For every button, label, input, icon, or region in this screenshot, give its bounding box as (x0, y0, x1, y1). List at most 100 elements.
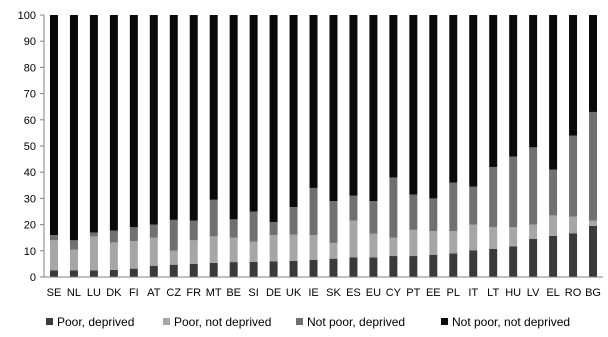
bar-segment-poor-deprived (469, 250, 478, 277)
y-tick-label: 70 (24, 89, 36, 101)
bar-segment-not-poor-not-deprived (229, 15, 238, 220)
bar-stack-dk (109, 15, 118, 277)
bar-segment-poor-deprived (369, 257, 378, 277)
legend-item: Not poor, not deprived (441, 315, 570, 329)
bar-segment-poor-deprived (269, 261, 278, 277)
x-tick-label: EL (546, 287, 559, 299)
bar-stack-el (549, 15, 558, 277)
bar-stack-eu (369, 15, 378, 277)
bar-segment-not-poor-not-deprived (69, 15, 78, 241)
bar-segment-poor-not-deprived (129, 241, 138, 269)
bar-segment-poor-deprived (309, 259, 318, 277)
bar-segment-not-poor-deprived (189, 220, 198, 241)
bar-segment-not-poor-not-deprived (509, 15, 518, 157)
bar-segment-poor-deprived (409, 256, 418, 277)
legend-label: Not poor, deprived (307, 315, 405, 329)
y-tick-label: 40 (24, 167, 36, 179)
y-tick-label: 0 (30, 272, 36, 284)
bar-segment-not-poor-not-deprived (349, 15, 358, 196)
x-tick-label: CY (386, 287, 402, 299)
bar-segment-not-poor-not-deprived (369, 15, 378, 202)
bar-segment-poor-not-deprived (589, 220, 598, 226)
bar-segment-poor-deprived (449, 253, 458, 277)
bar-segment-not-poor-not-deprived (529, 15, 538, 148)
bar-segment-poor-deprived (249, 261, 258, 277)
legend-swatch (296, 318, 303, 325)
x-tick-label: NL (67, 287, 81, 299)
x-axis: SE NL LU DK FI AT CZ FR MT BE SI DE UK IE SK ES EU CY PT EE… (44, 276, 603, 299)
bar-segment-poor-deprived (109, 269, 118, 277)
bar-stack-be (229, 15, 238, 277)
bar-segment-poor-deprived (49, 270, 58, 277)
x-tick-label: RO (565, 287, 582, 299)
bar-stack-lv (529, 15, 538, 277)
bar-segment-poor-not-deprived (549, 215, 558, 236)
y-tick-label: 50 (24, 141, 36, 153)
legend: Poor, deprived Poor, not deprived Not poor… (46, 315, 570, 329)
bar-segment-not-poor-not-deprived (289, 15, 298, 208)
bar-stack-pl (449, 15, 458, 277)
legend-swatch (441, 318, 448, 325)
bar-segment-poor-deprived (289, 260, 298, 277)
bar-segment-poor-deprived (489, 248, 498, 277)
bar-segment-not-poor-deprived (489, 166, 498, 228)
bar-segment-not-poor-deprived (509, 156, 518, 228)
bar-segment-not-poor-deprived (369, 201, 378, 234)
bar-segment-poor-not-deprived (349, 220, 358, 258)
bar-segment-not-poor-not-deprived (109, 15, 118, 231)
bar-segment-poor-deprived (529, 239, 538, 277)
bar-segment-not-poor-deprived (529, 147, 538, 225)
bar-segment-poor-not-deprived (69, 249, 78, 271)
x-tick-label: SK (326, 287, 341, 299)
bar-segment-poor-not-deprived (229, 237, 238, 263)
bar-segment-not-poor-deprived (229, 219, 238, 238)
bar-segment-poor-not-deprived (429, 231, 438, 255)
bar-segment-not-poor-deprived (469, 186, 478, 225)
bar-stack-hu (509, 15, 518, 277)
bar-segment-poor-not-deprived (369, 233, 378, 258)
bar-segment-poor-not-deprived (389, 237, 398, 257)
bar-segment-poor-not-deprived (309, 235, 318, 260)
bar-stack-se (49, 15, 58, 277)
bar-stack-ee (429, 15, 438, 277)
bar-segment-poor-deprived (229, 262, 238, 277)
bar-segment-poor-not-deprived (489, 227, 498, 249)
y-tick-label: 90 (24, 36, 36, 48)
bar-segment-not-poor-not-deprived (309, 15, 318, 188)
bar-segment-not-poor-not-deprived (429, 15, 438, 199)
x-tick-label: CZ (166, 287, 181, 299)
bar-stack-de (269, 15, 278, 277)
x-tick-label: BE (226, 287, 241, 299)
bar-stack-pt (409, 15, 418, 277)
bar-stack-cy (389, 15, 398, 277)
bar-segment-not-poor-not-deprived (209, 15, 218, 200)
y-tick-label: 60 (24, 115, 36, 127)
bar-segment-not-poor-deprived (49, 235, 58, 241)
bar-segment-poor-deprived (149, 265, 158, 277)
bar-segment-poor-not-deprived (449, 231, 458, 254)
x-tick-label: IT (468, 287, 478, 299)
legend-item: Poor, not deprived (163, 315, 271, 329)
x-tick-label: ES (346, 287, 361, 299)
x-tick-label: IE (308, 287, 318, 299)
x-tick-label: SI (248, 287, 258, 299)
bar-segment-poor-not-deprived (269, 235, 278, 262)
x-tick-label: BG (585, 287, 601, 299)
x-tick-label: LU (87, 287, 101, 299)
bar-segment-not-poor-not-deprived (389, 15, 398, 178)
legend-label: Poor, not deprived (174, 315, 271, 329)
bar-stack-lt (489, 15, 498, 277)
bar-segment-poor-not-deprived (49, 240, 58, 271)
y-tick-label: 10 (24, 246, 36, 258)
x-tick-label: LV (527, 287, 540, 299)
bar-segment-poor-not-deprived (189, 240, 198, 264)
bar-segment-not-poor-deprived (249, 211, 258, 242)
bar-segment-not-poor-not-deprived (329, 15, 338, 202)
bar-segment-not-poor-deprived (149, 224, 158, 238)
bar-segment-not-poor-deprived (69, 240, 78, 250)
bar-segment-not-poor-deprived (169, 219, 178, 251)
bar-stack-it (469, 15, 478, 277)
bar-stack-es (349, 15, 358, 277)
bar-segment-not-poor-not-deprived (409, 15, 418, 195)
